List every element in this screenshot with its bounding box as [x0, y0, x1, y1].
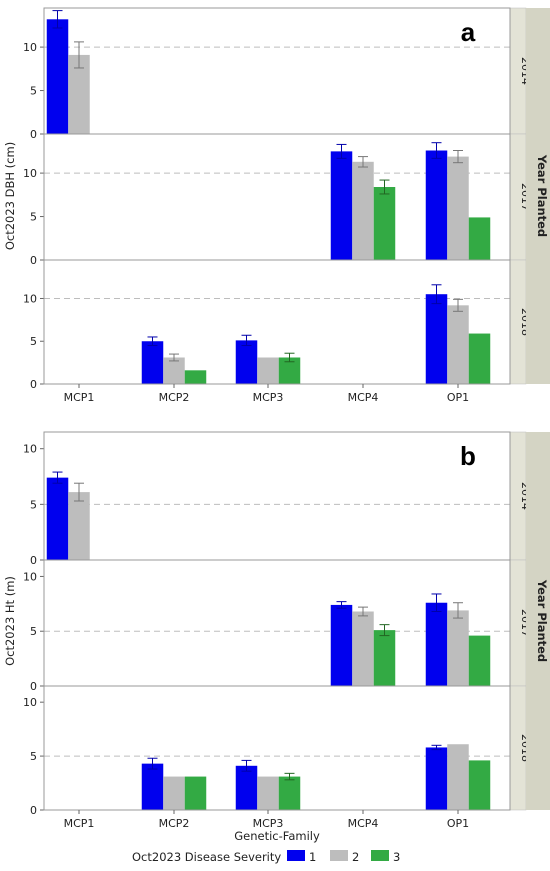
plot-frame [43, 7, 511, 385]
bar-mcp2-sev2-2018 [163, 357, 185, 384]
y-tick-label: 5 [30, 335, 37, 348]
y-tick-label: 5 [30, 625, 37, 638]
bar-op1-sev3-2018 [468, 333, 491, 384]
bar-mcp4-sev3-2017 [373, 630, 396, 686]
bar-op1-sev3-2017 [468, 635, 491, 686]
bar-mcp1-sev1-2014 [46, 19, 69, 134]
bar-mcp4-sev1-2017 [330, 604, 353, 686]
y-tick-label: 0 [30, 254, 37, 267]
bar-mcp1-sev1-2014 [46, 477, 69, 560]
x-tick-label: MCP2 [159, 391, 190, 404]
y-tick-label: 10 [23, 696, 37, 709]
x-tick-label: MCP1 [64, 391, 95, 404]
x-tick-label: MCP2 [159, 817, 190, 830]
bar-mcp3-sev2-2018 [257, 357, 279, 384]
bar-mcp2-sev3-2018 [184, 370, 207, 384]
x-tick-label: OP1 [447, 817, 469, 830]
y-tick-label: 10 [23, 167, 37, 180]
bar-mcp2-sev3-2018 [184, 776, 207, 810]
x-tick-label: MCP4 [348, 817, 379, 830]
x-tick-label: MCP1 [64, 817, 95, 830]
plot-frame [43, 431, 511, 811]
bar-op1-sev1-2017 [425, 602, 448, 686]
bar-mcp2-sev1-2018 [141, 763, 164, 810]
bar-mcp1-sev2-2014 [68, 492, 90, 560]
year-strip-title-bg [526, 432, 550, 810]
bar-op1-sev2-2017 [447, 610, 469, 686]
legend-swatch-3 [371, 850, 389, 861]
y-tick-label: 0 [30, 378, 37, 391]
bar-mcp3-sev3-2018 [278, 357, 301, 384]
bar-mcp3-sev3-2018 [278, 776, 301, 810]
legend-label-2: 2 [352, 850, 359, 864]
legend-title: Oct2023 Disease Severity [132, 850, 281, 864]
bar-op1-sev1-2017 [425, 150, 448, 260]
x-tick-label: MCP3 [253, 391, 284, 404]
panel-letter: a [461, 17, 476, 47]
bar-mcp2-sev1-2018 [141, 341, 164, 384]
y-tick-label: 10 [23, 570, 37, 583]
legend-label-1: 1 [309, 850, 316, 864]
x-tick-label: MCP3 [253, 817, 284, 830]
bar-op1-sev2-2018 [447, 744, 469, 810]
y-tick-label: 0 [30, 128, 37, 141]
y-axis-title: Oct2023 Ht (m) [3, 576, 17, 666]
year-strip-title: Year Planted [535, 579, 549, 662]
y-tick-label: 0 [30, 554, 37, 567]
bar-op1-sev2-2017 [447, 156, 469, 260]
bar-op1-sev2-2018 [447, 305, 469, 384]
y-tick-label: 5 [30, 211, 37, 224]
y-axis-title: Oct2023 DBH (cm) [3, 142, 17, 250]
y-tick-label: 0 [30, 680, 37, 693]
bar-mcp2-sev2-2018 [163, 776, 185, 810]
bar-mcp1-sev2-2014 [68, 54, 90, 135]
bar-op1-sev1-2018 [425, 747, 448, 810]
bar-op1-sev3-2017 [468, 217, 491, 260]
x-axis-title: Genetic-Family [234, 829, 320, 843]
bar-mcp4-sev2-2017 [352, 611, 374, 686]
bar-mcp3-sev2-2018 [257, 776, 279, 810]
bar-mcp4-sev3-2017 [373, 187, 396, 260]
bar-mcp3-sev1-2018 [235, 340, 258, 384]
year-strip-title: Year Planted [535, 154, 549, 237]
x-tick-label: OP1 [447, 391, 469, 404]
y-tick-label: 5 [30, 85, 37, 98]
y-tick-label: 0 [30, 804, 37, 817]
bar-mcp3-sev1-2018 [235, 765, 258, 810]
legend-swatch-2 [330, 850, 348, 861]
y-tick-label: 5 [30, 498, 37, 511]
y-tick-label: 10 [23, 443, 37, 456]
panel-letter: b [460, 441, 476, 471]
x-tick-label: MCP4 [348, 391, 379, 404]
legend-label-3: 3 [393, 850, 400, 864]
legend-swatch-1 [287, 850, 305, 861]
bar-op1-sev3-2018 [468, 760, 491, 810]
y-tick-label: 10 [23, 292, 37, 305]
y-tick-label: 10 [23, 41, 37, 54]
bar-op1-sev1-2018 [425, 294, 448, 384]
year-strip-title-bg [526, 8, 550, 384]
bar-mcp4-sev1-2017 [330, 151, 353, 260]
bar-mcp4-sev2-2017 [352, 161, 374, 260]
y-tick-label: 5 [30, 750, 37, 763]
